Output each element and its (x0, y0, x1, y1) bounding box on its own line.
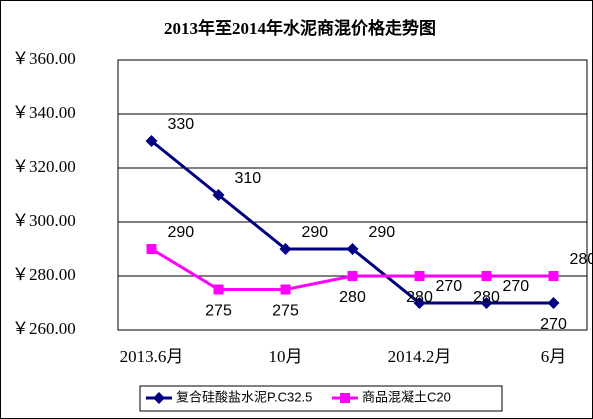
y-tick-label: ￥360.00 (12, 49, 76, 68)
data-label: 290 (369, 224, 396, 241)
data-point (481, 271, 492, 281)
legend-label: 复合硅酸盐水泥P.C32.5 (176, 389, 312, 404)
chart-title: 2013年至2014年水泥商混价格走势图 (164, 18, 436, 38)
legend-marker (340, 393, 350, 403)
x-tick-label: 2013.6月 (120, 347, 184, 366)
y-tick-label: ￥340.00 (12, 103, 76, 122)
data-point (413, 297, 426, 309)
data-label: 280 (570, 251, 593, 268)
data-label: 270 (436, 278, 463, 295)
data-label: 275 (272, 303, 299, 320)
data-label: 280 (473, 289, 500, 306)
x-tick-label: 2014.2月 (388, 347, 452, 366)
data-label: 270 (540, 316, 567, 333)
data-point (212, 189, 225, 201)
plot-area (117, 59, 588, 331)
x-tick-label: 10月 (269, 347, 303, 366)
data-point (280, 284, 291, 295)
data-label: 270 (503, 278, 530, 295)
legend (139, 385, 503, 412)
data-label: 290 (168, 224, 195, 241)
data-point (145, 135, 158, 147)
data-point (547, 297, 560, 309)
data-label: 275 (205, 303, 232, 320)
x-tick-label: 6月 (541, 347, 567, 366)
data-point (480, 297, 493, 309)
data-point (548, 271, 559, 281)
data-point (213, 284, 224, 295)
y-tick-label: ￥280.00 (12, 265, 76, 284)
legend-marker (153, 392, 165, 404)
y-tick-label: ￥260.00 (12, 319, 76, 338)
data-label: 280 (339, 289, 366, 306)
y-tick-label: ￥300.00 (12, 211, 76, 230)
data-label: 290 (302, 224, 329, 241)
data-label: 330 (168, 116, 195, 133)
y-tick-label: ￥320.00 (12, 157, 76, 176)
data-point (347, 271, 358, 281)
data-point (279, 243, 292, 255)
data-point (146, 244, 157, 254)
data-point (346, 243, 359, 255)
data-point (414, 271, 425, 281)
data-label: 310 (235, 170, 262, 187)
legend-label: 商品混凝土C20 (362, 389, 451, 404)
data-label: 280 (406, 289, 433, 306)
